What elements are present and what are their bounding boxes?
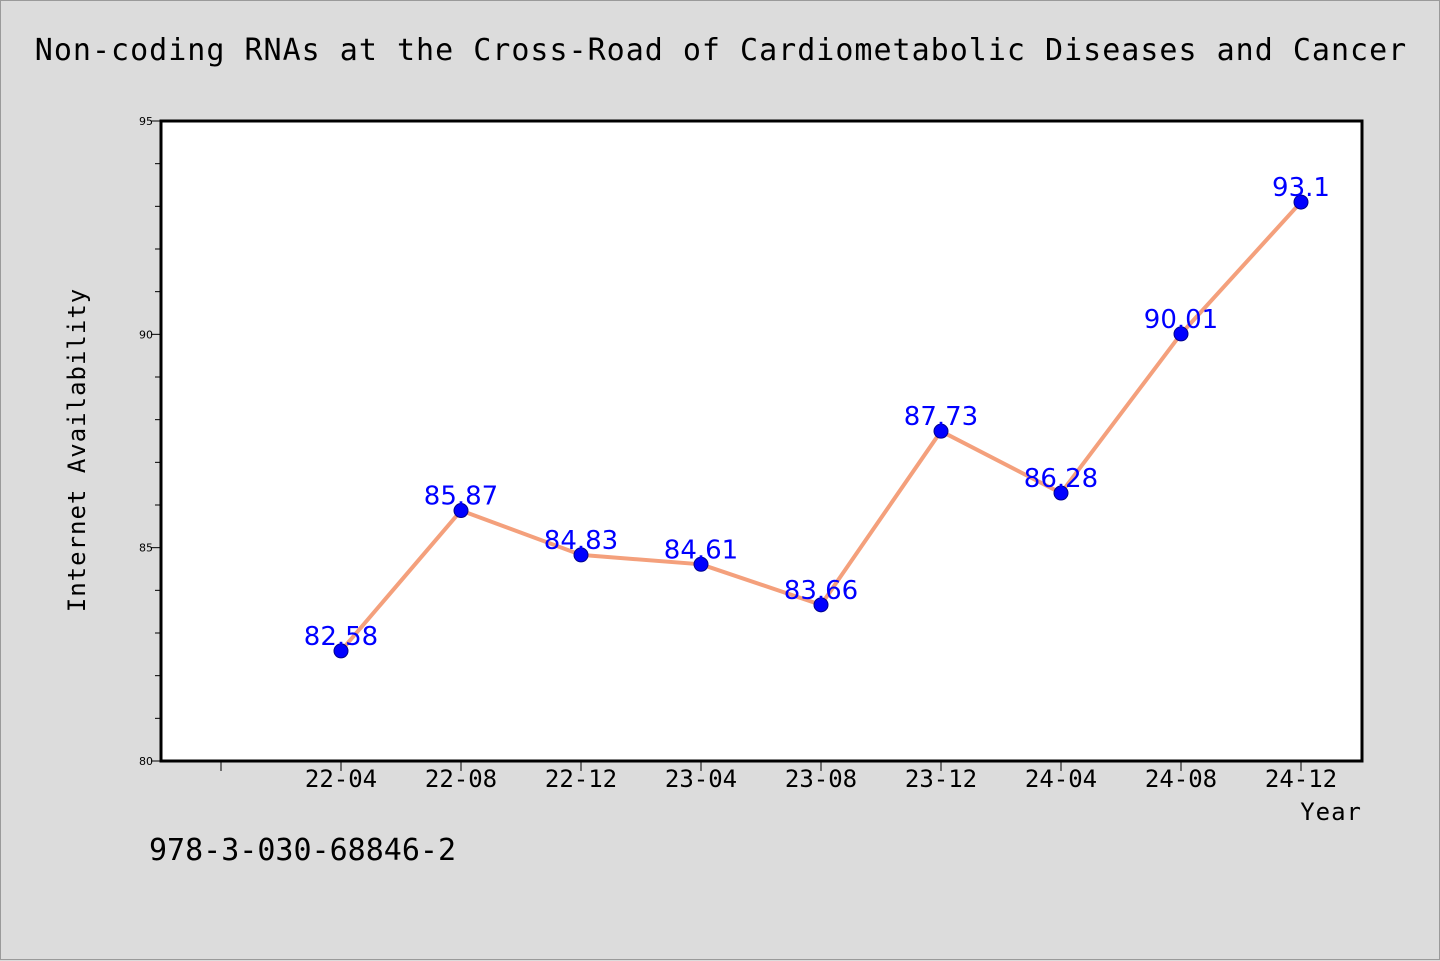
plot-frame [159,119,1364,763]
x-tick-label: 22-04 [305,765,377,793]
data-label: 84.83 [544,526,618,556]
data-label: 87.73 [904,402,978,432]
y-axis-title: Internet Availability [63,288,91,612]
data-label: 86.28 [1024,464,1098,494]
x-tick-label: 24-04 [1025,765,1097,793]
data-point [693,556,709,572]
data-point [1053,485,1069,501]
data-point [933,423,949,439]
y-tick-label: 90 [139,328,153,341]
x-tick-label: 22-12 [545,765,617,793]
x-tick-label: 22-08 [425,765,497,793]
data-label: 84.61 [664,535,738,565]
data-point [453,503,469,519]
y-tick-label: 80 [139,755,153,768]
data-point [333,643,349,659]
isbn-text: 978-3-030-68846-2 [149,833,457,868]
y-tick-label: 95 [139,115,153,128]
data-label: 93.1 [1272,173,1330,203]
x-tick-label: 24-12 [1265,765,1337,793]
data-point [1293,194,1309,210]
x-tick-label: 23-08 [785,765,857,793]
data-label: 83.66 [784,576,858,606]
x-tick-label: 24-08 [1145,765,1217,793]
data-label: 90.01 [1144,305,1218,335]
x-tick-label: 23-04 [665,765,737,793]
x-axis-title: Year [1300,798,1362,826]
x-tick-label: 23-12 [905,765,977,793]
data-label: 82.58 [304,622,378,652]
data-point [1173,326,1189,342]
plot-area [161,121,1362,761]
data-point [813,597,829,613]
data-label: 85.87 [424,482,498,512]
data-point [573,547,589,563]
chart-title: Non-coding RNAs at the Cross-Road of Car… [34,33,1408,68]
y-tick-label: 85 [139,542,153,555]
